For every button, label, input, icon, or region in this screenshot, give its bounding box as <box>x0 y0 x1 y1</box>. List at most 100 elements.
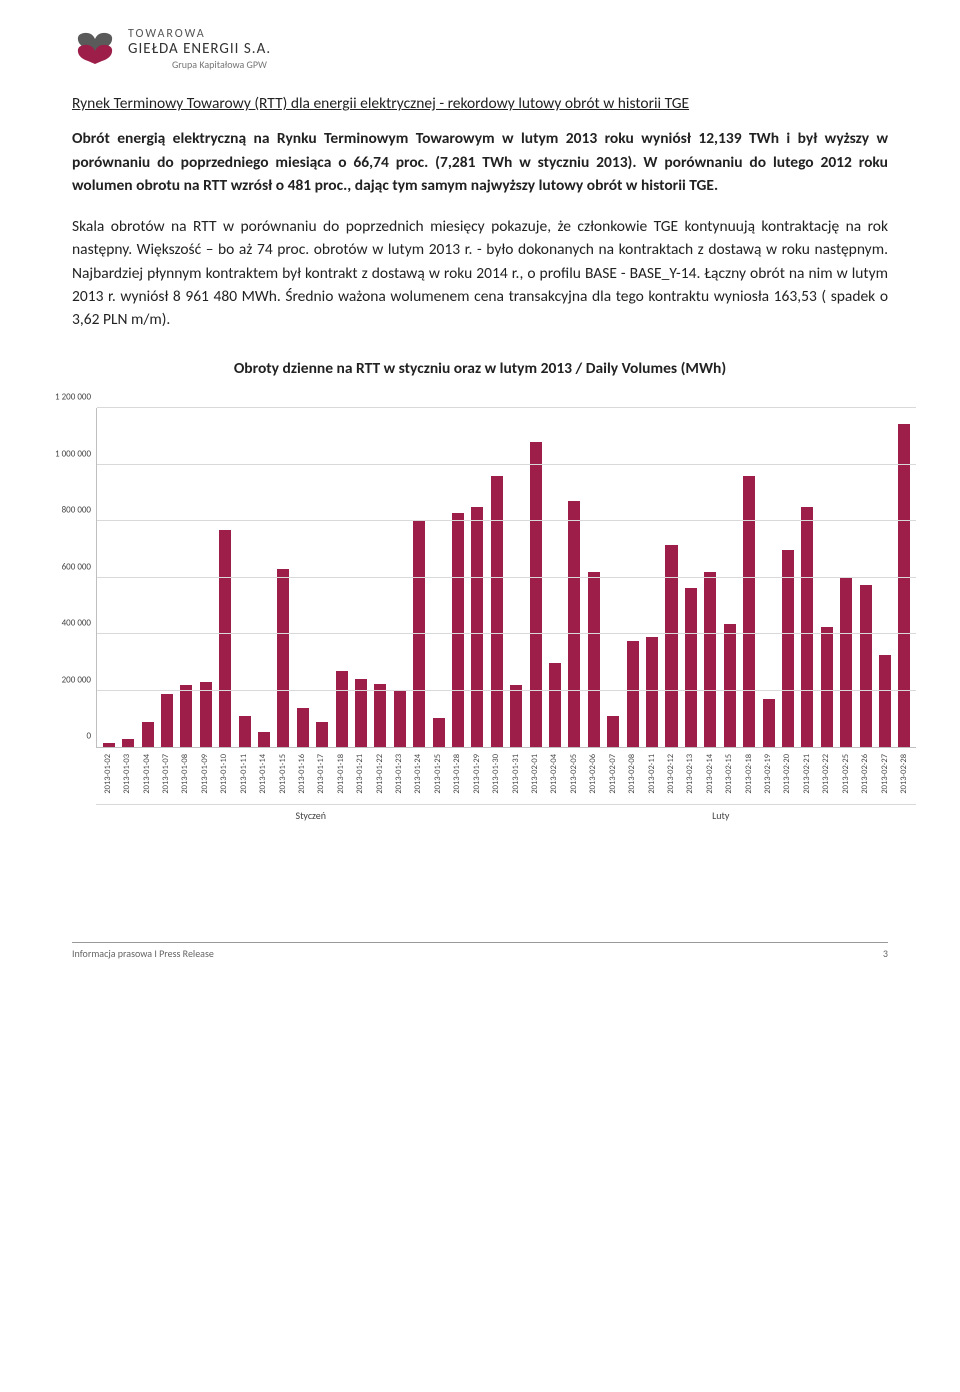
x-axis-label: 2013-01-14 <box>258 754 268 794</box>
x-axis-label: 2013-02-22 <box>821 754 831 794</box>
bar <box>297 708 309 748</box>
x-axis-label: 2013-01-24 <box>413 754 423 794</box>
gridline <box>97 464 916 465</box>
bar-slot <box>856 408 875 747</box>
bar-slot <box>875 408 894 747</box>
x-axis-label: 2013-01-25 <box>433 754 443 794</box>
bar-slot <box>604 408 623 747</box>
x-label-slot: 2013-01-02 <box>98 754 117 794</box>
x-label-slot: 2013-01-31 <box>506 754 525 794</box>
bar <box>782 550 794 748</box>
x-label-slot: 2013-01-28 <box>448 754 467 794</box>
x-label-slot: 2013-01-08 <box>176 754 195 794</box>
x-label-slot: 2013-01-17 <box>312 754 331 794</box>
x-axis-label: 2013-01-04 <box>142 754 152 794</box>
x-label-slot: 2013-02-14 <box>700 754 719 794</box>
x-label-slot: 2013-01-18 <box>331 754 350 794</box>
bar <box>316 722 328 747</box>
x-axis-label: 2013-02-21 <box>802 754 812 794</box>
x-axis-label: 2013-02-13 <box>685 754 695 794</box>
bar <box>530 442 542 747</box>
month-axis: StyczeńLuty <box>96 804 916 822</box>
bar-slot <box>274 408 293 747</box>
bar <box>821 627 833 747</box>
bar-slot <box>759 408 778 747</box>
x-label-slot: 2013-02-04 <box>545 754 564 794</box>
x-axis-label: 2013-02-07 <box>608 754 618 794</box>
bar <box>627 641 639 747</box>
logo-line2: GIEŁDA ENERGII S.A. <box>128 42 271 57</box>
bar-slot <box>99 408 118 747</box>
bar-slot <box>565 408 584 747</box>
bar <box>122 739 134 747</box>
bar-slot <box>895 408 914 747</box>
bar-slot <box>371 408 390 747</box>
bar <box>801 507 813 747</box>
x-label-slot: 2013-01-14 <box>253 754 272 794</box>
x-label-slot: 2013-02-06 <box>584 754 603 794</box>
x-axis-label: 2013-01-17 <box>316 754 326 794</box>
x-axis-labels: 2013-01-022013-01-032013-01-042013-01-07… <box>96 748 916 794</box>
bar-slot <box>196 408 215 747</box>
x-axis-label: 2013-01-22 <box>375 754 385 794</box>
x-label-slot: 2013-02-21 <box>797 754 816 794</box>
x-label-slot: 2013-02-19 <box>758 754 777 794</box>
bar-slot <box>468 408 487 747</box>
y-axis-label: 400 000 <box>41 618 91 629</box>
x-axis-label: 2013-02-27 <box>880 754 890 794</box>
footer-page-number: 3 <box>883 947 888 960</box>
x-label-slot: 2013-02-15 <box>720 754 739 794</box>
x-axis-label: 2013-02-08 <box>627 754 637 794</box>
x-label-slot: 2013-01-09 <box>195 754 214 794</box>
bar <box>180 685 192 747</box>
x-axis-label: 2013-01-28 <box>452 754 462 794</box>
bar-slot <box>390 408 409 747</box>
bar-slot <box>215 408 234 747</box>
bar <box>724 624 736 747</box>
bar <box>510 685 522 747</box>
bar-slot <box>332 408 351 747</box>
bar <box>860 585 872 747</box>
x-axis-label: 2013-01-09 <box>200 754 210 794</box>
bar <box>239 716 251 747</box>
x-axis-label: 2013-01-31 <box>511 754 521 794</box>
bar <box>840 578 852 748</box>
bar <box>433 718 445 748</box>
x-label-slot: 2013-02-05 <box>564 754 583 794</box>
x-label-slot: 2013-02-25 <box>836 754 855 794</box>
x-axis-label: 2013-02-12 <box>666 754 676 794</box>
chart-container: 0200 000400 000600 000800 0001 000 0001 … <box>40 408 920 822</box>
bar <box>394 691 406 748</box>
x-label-slot: 2013-01-16 <box>292 754 311 794</box>
x-label-slot: 2013-01-25 <box>428 754 447 794</box>
bar-slot <box>798 408 817 747</box>
x-axis-label: 2013-01-15 <box>278 754 288 794</box>
page-footer: Informacja prasowa I Press Release 3 <box>72 942 888 960</box>
x-axis-label: 2013-02-18 <box>744 754 754 794</box>
bar-slot <box>235 408 254 747</box>
bar-slot <box>545 408 564 747</box>
bar-slot <box>429 408 448 747</box>
bar <box>704 572 716 747</box>
bar-slot <box>487 408 506 747</box>
x-label-slot: 2013-01-24 <box>409 754 428 794</box>
bar-slot <box>836 408 855 747</box>
bar-slot <box>138 408 157 747</box>
x-axis-label: 2013-02-14 <box>705 754 715 794</box>
x-axis-label: 2013-02-01 <box>530 754 540 794</box>
x-label-slot: 2013-02-22 <box>817 754 836 794</box>
x-label-slot: 2013-02-07 <box>603 754 622 794</box>
bar-slot <box>778 408 797 747</box>
x-axis-label: 2013-02-04 <box>549 754 559 794</box>
x-axis-label: 2013-01-21 <box>355 754 365 794</box>
logo-line3: Grupa Kapitałowa GPW <box>172 60 271 70</box>
bar <box>549 663 561 748</box>
bar <box>336 671 348 747</box>
bar <box>277 569 289 747</box>
bar-chart: 0200 000400 000600 000800 0001 000 0001 … <box>96 408 916 748</box>
footer-left: Informacja prasowa I Press Release <box>72 947 214 960</box>
x-label-slot: 2013-02-28 <box>894 754 913 794</box>
paragraph-lead: Obrót energią elektryczną na Rynku Termi… <box>72 127 888 197</box>
logo: TOWAROWA GIEŁDA ENERGII S.A. Grupa Kapit… <box>72 28 888 70</box>
logo-line1: TOWAROWA <box>128 28 271 40</box>
